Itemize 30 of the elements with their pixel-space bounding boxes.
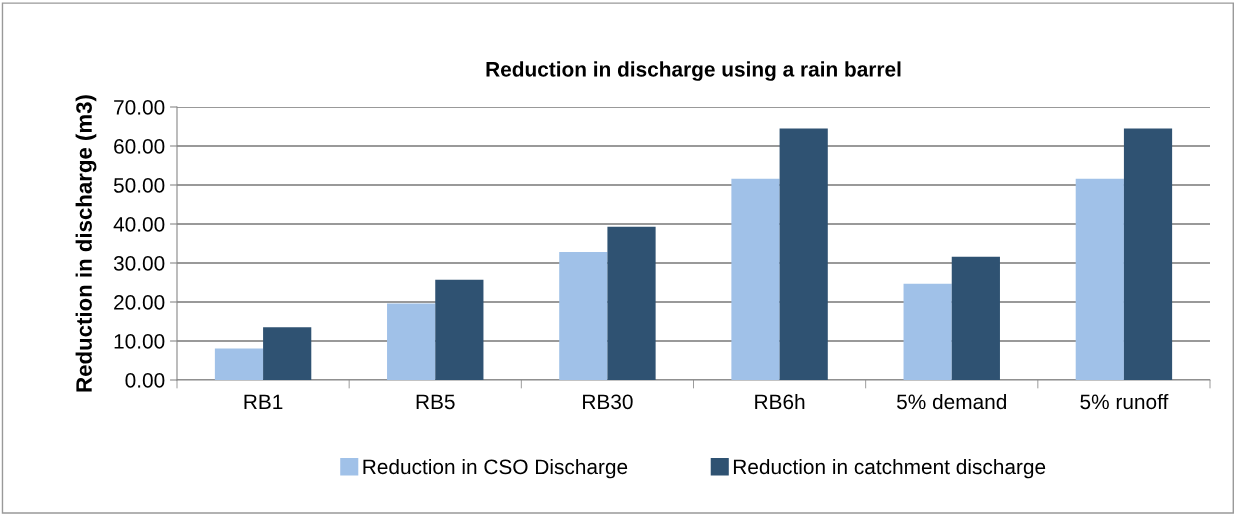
- y-tick-label: 30.00: [113, 256, 165, 271]
- bar: [214, 348, 264, 380]
- bar: [263, 327, 312, 380]
- bar: [1123, 128, 1173, 380]
- y-tick-label: 70.00: [114, 100, 165, 115]
- x-tick-label: RB1: [244, 394, 283, 409]
- bar: [731, 178, 780, 380]
- y-tick-label: 50.00: [113, 178, 165, 193]
- x-tick-label: 5% demand: [896, 393, 1006, 410]
- x-tick-label: RB5: [416, 394, 455, 410]
- legend-label: Reduction in catchment discharge: [733, 458, 1046, 479]
- bar: [387, 303, 436, 380]
- x-tick-label: 5% runoff: [1080, 393, 1169, 410]
- bar: [903, 283, 952, 380]
- x-tick-label: RB30: [583, 394, 633, 410]
- y-tick-label: 60.00: [114, 139, 165, 154]
- bar: [559, 252, 608, 380]
- bar: [435, 279, 484, 380]
- bar: [607, 226, 656, 380]
- y-tick-label: 40.00: [113, 217, 165, 232]
- bar: [951, 256, 1000, 380]
- y-tick-label: 10.00: [114, 334, 165, 349]
- y-tick-label: 0.00: [125, 373, 165, 388]
- y-axis-title: Reduction in discharge (m3): [75, 95, 97, 392]
- bar: [779, 128, 828, 380]
- legend-label: Reduction in CSO Discharge: [363, 458, 628, 479]
- y-tick-label: 20.00: [114, 295, 165, 310]
- x-tick-label: RB6h: [755, 393, 805, 410]
- bar: [1075, 178, 1124, 380]
- chart-title: Reduction in discharge using a rain barrel: [486, 61, 901, 81]
